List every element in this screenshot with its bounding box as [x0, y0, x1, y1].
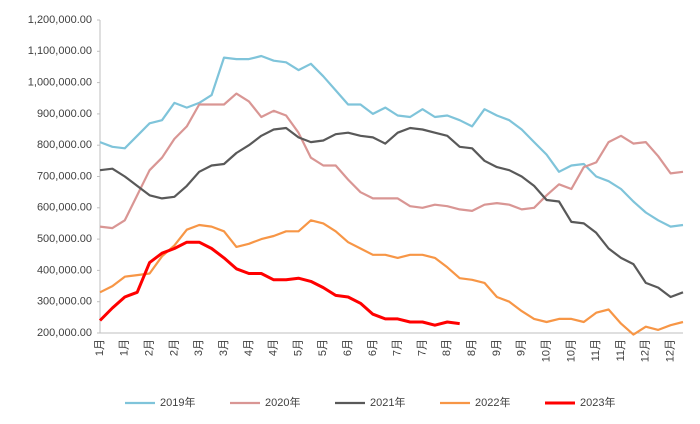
- x-tick-label: 11月: [590, 339, 602, 361]
- y-tick-label: 700,000.00: [37, 170, 92, 182]
- series-line: [98, 240, 460, 327]
- y-tick-label: 800,000.00: [37, 139, 92, 151]
- series-line: [99, 126, 684, 299]
- x-tick-label: 6月: [342, 339, 354, 356]
- y-tick-label: 600,000.00: [37, 202, 92, 214]
- y-tick-label: 200,000.00: [37, 327, 92, 339]
- y-tick-label: 1,100,000.00: [28, 45, 92, 57]
- x-tick-label: 8月: [466, 339, 478, 356]
- x-tick-label: 6月: [367, 339, 379, 356]
- y-tick-label: 400,000.00: [37, 264, 92, 276]
- x-tick-label: 1月: [94, 339, 106, 356]
- x-tick-label: 5月: [317, 339, 329, 356]
- legend-label: 2022年: [475, 395, 510, 409]
- legend-label: 2021年: [370, 395, 405, 409]
- y-tick-label: 500,000.00: [37, 233, 92, 245]
- series-line: [99, 54, 684, 228]
- series-line: [99, 92, 684, 230]
- x-tick-label: 4月: [243, 339, 255, 356]
- x-tick-label: 9月: [516, 339, 528, 356]
- x-tick-label: 4月: [268, 339, 280, 356]
- legend-label: 2020年: [265, 395, 300, 409]
- x-tick-label: 10月: [565, 339, 577, 362]
- legend-label: 2023年: [580, 395, 615, 409]
- x-tick-label: 10月: [540, 339, 552, 362]
- series-line: [99, 219, 684, 336]
- x-tick-label: 3月: [218, 339, 230, 356]
- x-tick-label: 2月: [144, 339, 156, 356]
- x-tick-label: 11月: [615, 339, 627, 361]
- y-tick-label: 1,200,000.00: [28, 14, 92, 26]
- y-tick-label: 1,000,000.00: [28, 77, 92, 89]
- x-tick-label: 1月: [119, 339, 131, 356]
- x-tick-label: 9月: [491, 339, 503, 356]
- legend-label: 2019年: [160, 395, 195, 409]
- x-tick-label: 2月: [168, 339, 180, 356]
- x-tick-label: 12月: [640, 339, 652, 362]
- x-tick-label: 7月: [392, 339, 404, 356]
- x-tick-label: 8月: [441, 339, 453, 356]
- x-tick-label: 7月: [416, 339, 428, 356]
- y-tick-label: 300,000.00: [37, 296, 92, 308]
- x-tick-label: 3月: [193, 339, 205, 356]
- y-tick-label: 900,000.00: [37, 108, 92, 120]
- x-tick-label: 12月: [665, 339, 677, 362]
- x-tick-label: 5月: [292, 339, 304, 356]
